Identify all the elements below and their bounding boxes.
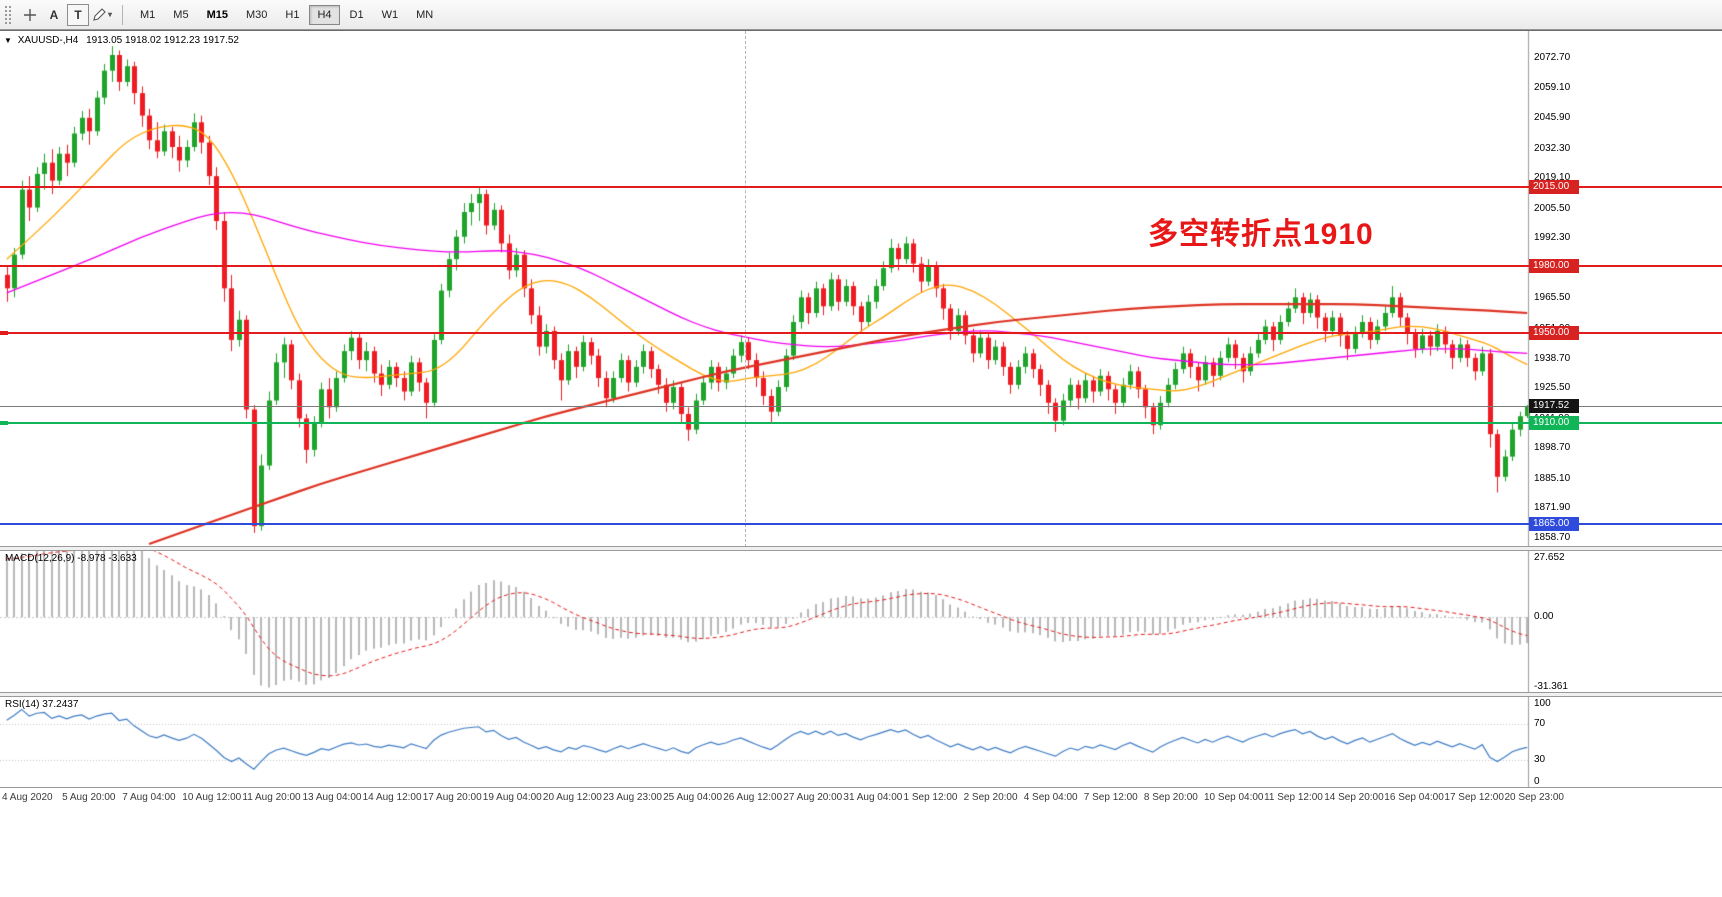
rsi-scale-label: 0 — [1534, 776, 1540, 787]
chart-annotation-text[interactable]: 多空转折点1910 — [1148, 218, 1374, 251]
draw-tool-button[interactable]: ▾ — [91, 4, 113, 26]
current-price-badge: 1917.52 — [1529, 399, 1579, 414]
window-menu-icon[interactable]: ▼ — [4, 36, 12, 45]
rsi-scale-label: 100 — [1534, 698, 1551, 709]
price-axis-label: 1938.70 — [1534, 352, 1571, 364]
time-axis-label: 19 Aug 04:00 — [482, 792, 542, 803]
time-axis-label: 27 Aug 20:00 — [783, 792, 843, 803]
rsi-scale-label: 70 — [1534, 718, 1546, 729]
time-axis-label: 2 Sep 20:00 — [963, 792, 1018, 803]
macd-canvas — [0, 551, 1722, 692]
time-axis-label: 16 Sep 04:00 — [1384, 792, 1444, 803]
price-axis-label: 2019.10 — [1534, 172, 1571, 184]
price-line-1980.00[interactable] — [0, 264, 1722, 267]
time-axis-label: 13 Aug 04:00 — [302, 792, 362, 803]
panel-divider-macd[interactable] — [0, 546, 1722, 551]
time-axis-label: 17 Sep 12:00 — [1444, 792, 1504, 803]
macd-scale-label: -31.361 — [1534, 681, 1568, 692]
time-axis-label: 11 Sep 12:00 — [1264, 792, 1323, 803]
panel-divider-rsi[interactable] — [0, 692, 1722, 697]
price-axis-label: 2005.50 — [1534, 202, 1571, 214]
price-badge-1910.00: 1910.00 — [1529, 415, 1579, 430]
time-axis-label: 14 Aug 12:00 — [362, 792, 422, 803]
text-tool-button[interactable]: T — [67, 3, 89, 26]
time-axis-label: 20 Aug 12:00 — [542, 792, 602, 803]
timeframe-button-h4[interactable]: H4 — [309, 4, 340, 25]
price-axis-label: 1992.30 — [1534, 232, 1571, 244]
price-axis-label: 1925.50 — [1534, 382, 1571, 394]
macd-scale-label: 0.00 — [1534, 611, 1554, 623]
time-axis-label: 5 Aug 20:00 — [62, 792, 116, 803]
pencil-icon — [92, 7, 106, 22]
rsi-panel[interactable]: RSI(14) 37.2437 100 70 30 0 — [0, 697, 1722, 787]
rsi-scale-label: 30 — [1534, 754, 1546, 765]
time-axis-label: 1 Sep 12:00 — [903, 792, 958, 803]
toolbar-separator — [122, 4, 124, 25]
time-axis-label: 10 Sep 04:00 — [1204, 792, 1264, 803]
price-badge-1980.00: 1980.00 — [1529, 258, 1579, 273]
line-handle[interactable] — [0, 331, 8, 336]
vertical-line-object[interactable] — [745, 31, 746, 547]
crosshair-icon — [23, 8, 37, 22]
time-axis-label: 10 Aug 12:00 — [182, 792, 242, 803]
price-axis-label: 2072.70 — [1534, 51, 1571, 63]
macd-scale-label: 27.652 — [1534, 552, 1565, 563]
price-axis-label: 1858.70 — [1534, 532, 1571, 544]
timeframe-button-w1[interactable]: W1 — [374, 5, 407, 25]
time-axis-label: 31 Aug 04:00 — [843, 792, 903, 803]
current-price-line — [0, 406, 1722, 408]
crosshair-tool-button[interactable] — [19, 4, 41, 26]
symbol-period-label: XAUUSD-,H4 — [17, 35, 79, 46]
chart-ohlc-header: ▼ XAUUSD-,H4 1913.05 1918.02 1912.23 191… — [4, 35, 239, 46]
macd-panel[interactable]: MACD(12,26,9) -8.978 -3.633 27.652 0.00 -3… — [0, 551, 1722, 692]
rsi-canvas — [0, 697, 1722, 787]
time-axis[interactable]: 4 Aug 2020 5 Aug 20:00 7 Aug 04:00 10 Aug 1… — [0, 787, 1722, 807]
time-axis-label: 23 Aug 23:00 — [603, 792, 662, 803]
timeframe-button-m5[interactable]: M5 — [165, 5, 196, 25]
time-axis-label: 7 Sep 12:00 — [1083, 792, 1138, 803]
ohlc-values-label: 1913.05 1918.02 1912.23 1917.52 — [86, 35, 239, 46]
macd-header: MACD(12,26,9) -8.978 -3.633 — [5, 553, 137, 564]
price-axis-label: 2045.90 — [1534, 112, 1571, 124]
time-axis-label: 4 Sep 04:00 — [1023, 792, 1078, 803]
price-line-1950.00[interactable] — [0, 332, 1722, 335]
time-axis-label: 7 Aug 04:00 — [122, 792, 176, 803]
time-axis-label: 17 Aug 20:00 — [422, 792, 482, 803]
price-axis-label: 2032.30 — [1534, 142, 1571, 154]
price-axis-label: 1965.50 — [1534, 292, 1571, 304]
price-line-2015.00[interactable] — [0, 186, 1722, 189]
price-axis-label: 2059.10 — [1534, 82, 1571, 94]
price-badge-1865.00: 1865.00 — [1529, 516, 1579, 531]
price-line-1865.00[interactable] — [0, 522, 1722, 525]
timeframe-button-m1[interactable]: M1 — [132, 5, 163, 25]
price-line-1910.00[interactable] — [0, 421, 1722, 424]
timeframe-button-mn[interactable]: MN — [408, 5, 441, 25]
line-handle[interactable] — [0, 420, 8, 425]
label-tool-button[interactable]: A — [43, 4, 65, 26]
price-axis-label: 1898.70 — [1534, 442, 1571, 454]
time-axis-label: 26 Aug 12:00 — [723, 792, 783, 803]
toolbar-grip[interactable] — [5, 5, 11, 24]
time-axis-label: 11 Aug 20:00 — [242, 792, 301, 803]
time-axis-label: 20 Sep 23:00 — [1504, 792, 1565, 803]
time-axis-label: 14 Sep 20:00 — [1324, 792, 1384, 803]
time-axis-label: 25 Aug 04:00 — [663, 792, 723, 803]
time-axis-label: 8 Sep 20:00 — [1143, 792, 1198, 803]
timeframe-button-d1[interactable]: D1 — [342, 5, 372, 25]
timeframe-button-m15[interactable]: M15 — [199, 5, 236, 25]
price-badge-2015.00: 2015.00 — [1529, 180, 1579, 195]
main-chart-panel[interactable]: ▼ XAUUSD-,H4 1913.05 1918.02 1912.23 191… — [0, 30, 1722, 547]
price-axis-label: 1885.10 — [1534, 472, 1571, 484]
rsi-header: RSI(14) 37.2437 — [5, 699, 79, 710]
timeframe-button-m30[interactable]: M30 — [238, 5, 275, 25]
price-badge-1950.00: 1950.00 — [1529, 326, 1579, 341]
chevron-down-icon: ▾ — [108, 10, 113, 19]
timeframe-button-h1[interactable]: H1 — [277, 5, 307, 25]
price-axis-label: 1871.90 — [1534, 502, 1571, 514]
time-axis-label: 4 Aug 2020 — [2, 792, 53, 803]
toolbar: A T ▾ M1 M5 M15 M30 H1 H4 D1 W1 MN — [0, 0, 1722, 30]
candlestick-chart-canvas[interactable] — [0, 31, 1722, 547]
